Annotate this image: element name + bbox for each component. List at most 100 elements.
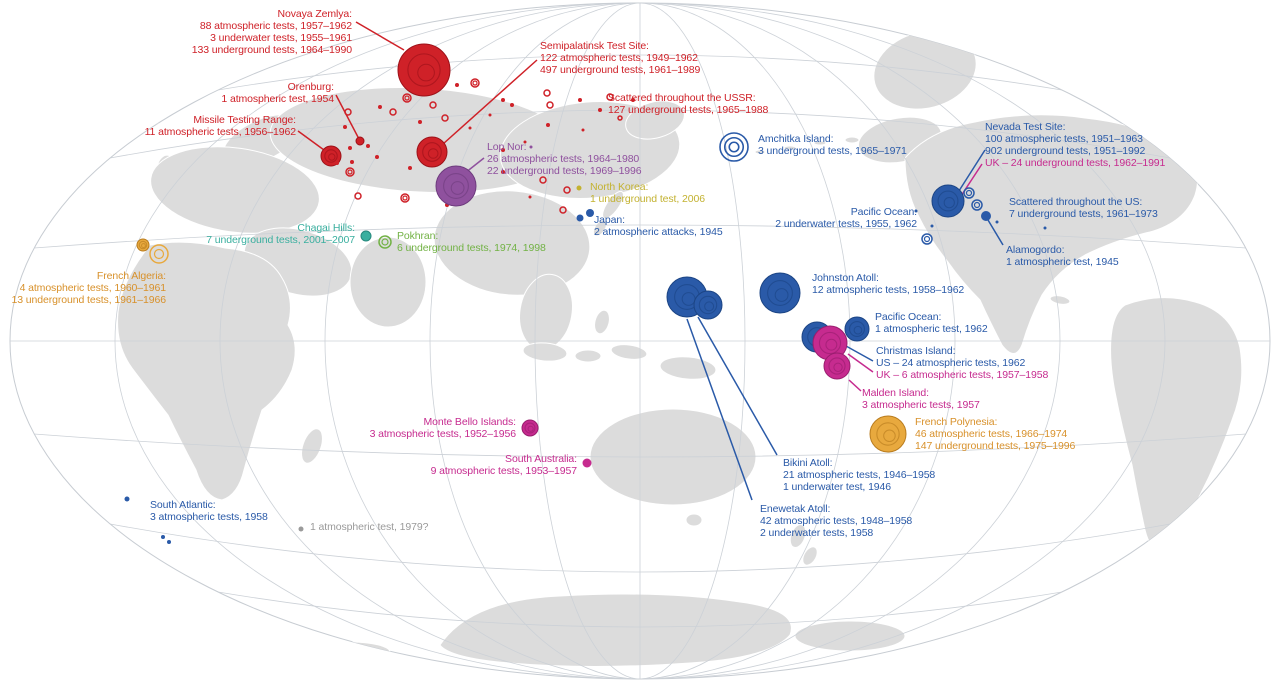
continents: [117, 30, 1243, 667]
land-aleutians: [844, 136, 860, 144]
novaya-zemlya-marker: [397, 43, 451, 97]
malden-island-marker: [823, 352, 851, 380]
land-india: [349, 236, 427, 328]
ussr-test-marker: [366, 144, 370, 148]
land-aleutians: [783, 145, 797, 151]
land-africa: [117, 241, 296, 501]
nevada-uk-leader-line: [958, 163, 983, 200]
south-atlantic-marker: [161, 535, 165, 539]
christmas-uk-leader-line: [847, 353, 874, 373]
french-algeria-marker: [136, 238, 150, 252]
ussr-test-marker: [501, 170, 505, 174]
land-madagascar: [301, 428, 323, 464]
novaya-zemlya-leader-line: [355, 21, 405, 51]
french-polynesia-marker: [869, 415, 907, 453]
us-test-marker: [930, 224, 934, 228]
land-north-america: [904, 114, 1198, 354]
ussr-test-marker: [501, 148, 505, 152]
land-caribbean: [1049, 295, 1071, 305]
enewetak-atoll-marker: [693, 290, 723, 320]
malden-leader-line: [848, 379, 862, 392]
leader-lines: [297, 21, 1004, 501]
ussr-test-marker: [598, 108, 602, 112]
ussr-test-marker: [488, 113, 492, 117]
land-europe: [150, 146, 320, 234]
land-sulawesi: [574, 349, 602, 363]
ussr-test-marker: [546, 101, 554, 109]
ussr-test-marker: [543, 89, 551, 97]
ussr-test-marker: [559, 206, 567, 214]
ussr-test-marker: [510, 103, 514, 107]
ussr-test-marker: [606, 93, 614, 101]
semipalatinsk-leader-line: [442, 59, 538, 145]
land-new-zealand: [802, 546, 818, 566]
land-indonesia: [610, 344, 648, 360]
ussr-test-marker: [581, 128, 585, 132]
land-greenland: [873, 30, 977, 110]
ussr-test-marker: [523, 140, 527, 144]
missile-testing-range-marker: [320, 145, 342, 167]
ussr-test-marker: [501, 98, 505, 102]
orenburg-leader-line: [335, 94, 360, 140]
nevada-us-leader-line: [956, 149, 986, 195]
south-australia-marker: [582, 458, 592, 468]
christmas-us-leader-line: [845, 345, 874, 362]
missile-testing-range-leader-line: [297, 130, 325, 151]
ussr-test-marker: [429, 101, 437, 109]
test-site-markers: [124, 43, 1047, 544]
land-south-america: [1110, 297, 1243, 550]
us-test-marker: [914, 209, 918, 213]
land-philippines: [594, 309, 610, 335]
ussr-test-marker: [345, 167, 355, 177]
land-china: [433, 190, 591, 296]
ussr-test-marker: [375, 155, 379, 159]
land-aleutians: [813, 140, 827, 146]
north-korea-marker: [576, 185, 582, 191]
land-japan: [592, 219, 608, 237]
ussr-test-marker: [344, 108, 352, 116]
bikini-leader-line: [697, 316, 778, 456]
amchitka-marker: [719, 132, 749, 162]
ussr-test-marker: [563, 186, 571, 194]
land-borneo: [522, 342, 568, 362]
pacific-underwater-marker: [921, 233, 933, 245]
land-antarctica: [309, 641, 391, 663]
ussr-test-marker: [455, 83, 459, 87]
ussr-test-marker: [539, 176, 547, 184]
land-japan: [602, 190, 624, 220]
nagasaki-marker: [586, 209, 594, 217]
land-aleutians: [754, 149, 766, 155]
ussr-test-marker: [578, 98, 582, 102]
french-algeria-ring-marker: [149, 244, 169, 264]
ussr-test-marker: [378, 105, 382, 109]
pokhran-marker: [378, 235, 392, 249]
ussr-test-marker: [354, 192, 362, 200]
ussr-test-marker: [350, 160, 354, 164]
ussr-test-marker: [546, 123, 550, 127]
nevada-marker: [931, 184, 965, 218]
ussr-test-marker: [470, 78, 480, 88]
chagai-hills-marker: [360, 230, 372, 242]
ussr-test-marker: [631, 98, 635, 102]
south-atlantic-marker: [124, 496, 130, 502]
graticule: [10, 3, 1270, 679]
land-tasmania: [685, 513, 703, 527]
hiroshima-marker: [576, 214, 584, 222]
ussr-test-marker: [335, 161, 339, 165]
ussr-test-marker: [468, 126, 472, 130]
enewetak-leader-line: [686, 318, 753, 501]
ussr-test-marker: [400, 193, 410, 203]
alamogordo-leader-line: [987, 219, 1004, 246]
land-new-zealand: [789, 523, 807, 549]
us-test-marker: [1043, 226, 1047, 230]
orenburg-marker: [355, 136, 365, 146]
ussr-test-marker: [418, 120, 422, 124]
johnston-atoll-marker: [759, 272, 801, 314]
ussr-test-marker: [617, 115, 623, 121]
us-test-marker: [963, 187, 975, 199]
us-test-marker: [995, 220, 999, 224]
monte-bello-marker: [521, 419, 539, 437]
ussr-test-marker: [528, 195, 532, 199]
